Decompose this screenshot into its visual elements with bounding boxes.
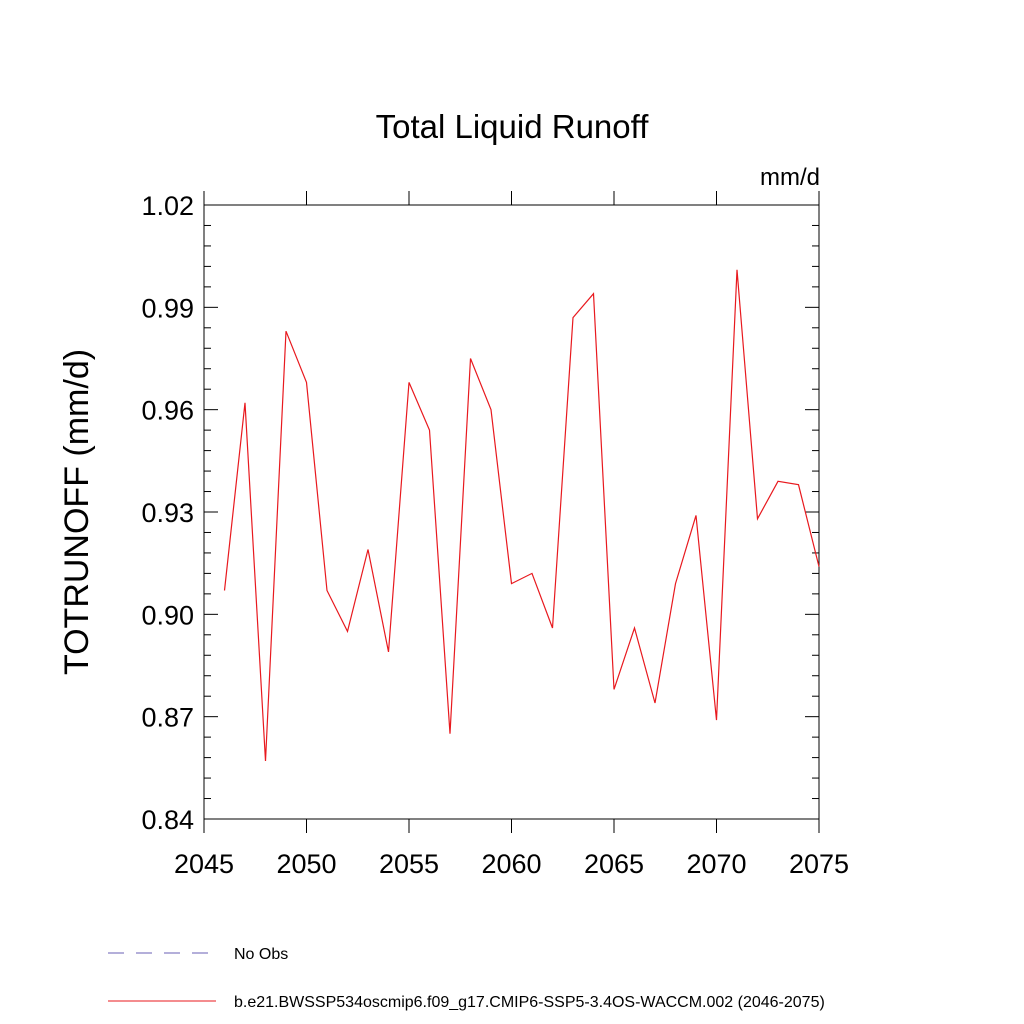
y-tick-label: 0.99 — [141, 293, 194, 323]
series-line — [223, 269, 820, 762]
series-lines — [223, 269, 820, 762]
y-tick-label: 0.87 — [141, 703, 194, 733]
y-tick-label: 0.93 — [141, 498, 194, 528]
x-tick-label: 2045 — [174, 849, 234, 879]
y-tick-label: 0.90 — [141, 600, 194, 630]
legend-label: b.e21.BWSSP534oscmip6.f09_g17.CMIP6-SSP5… — [234, 994, 825, 1011]
axis-ticks — [203, 191, 820, 833]
units-label: mm/d — [760, 164, 820, 191]
x-tick-label: 2055 — [379, 849, 439, 879]
plot-frame — [203, 204, 820, 820]
x-tick-label: 2070 — [686, 849, 746, 879]
y-tick-labels: 0.84 0.87 0.90 0.93 0.96 0.99 1.02 — [141, 191, 194, 835]
y-tick-label: 0.84 — [141, 805, 194, 835]
x-tick-label: 2060 — [481, 849, 541, 879]
legend-label: No Obs — [234, 946, 288, 963]
x-tick-label: 2065 — [584, 849, 644, 879]
chart-title: Total Liquid Runoff — [376, 108, 650, 145]
y-tick-label: 1.02 — [141, 191, 194, 221]
x-tick-label: 2050 — [276, 849, 336, 879]
y-axis-label: TOTRUNOFF (mm/d) — [58, 349, 96, 675]
x-tick-label: 2075 — [789, 849, 849, 879]
y-tick-label: 0.96 — [141, 396, 194, 426]
x-tick-labels: 2045 2050 2055 2060 2065 2070 2075 — [174, 849, 849, 879]
legend: No Obs b.e21.BWSSP534oscmip6.f09_g17.CMIP… — [108, 946, 825, 1011]
